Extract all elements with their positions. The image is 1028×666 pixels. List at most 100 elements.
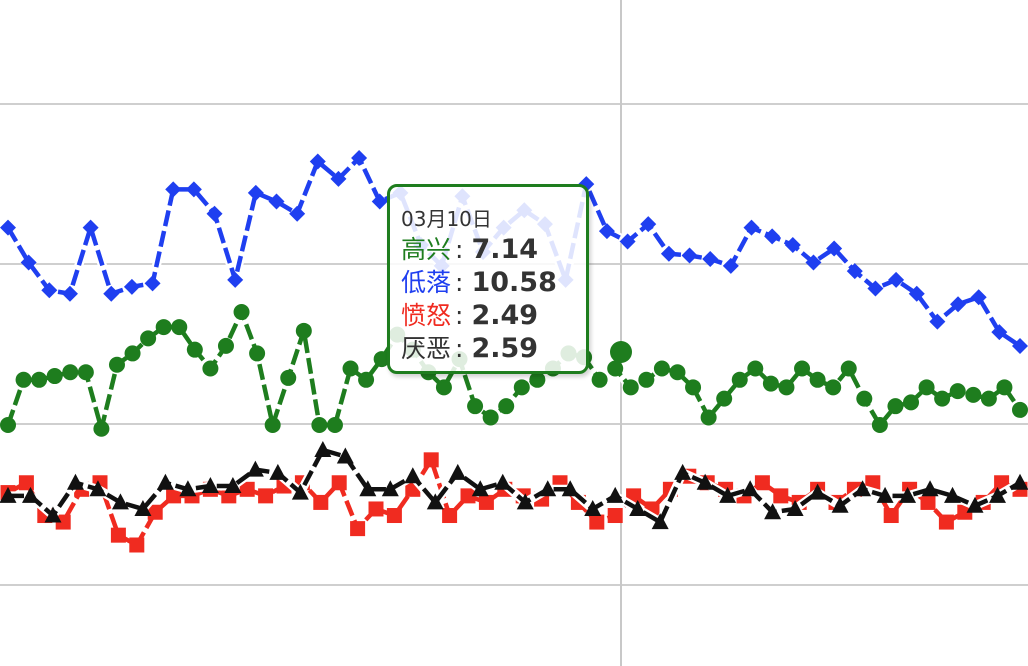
data-point-diamond xyxy=(227,271,244,288)
data-point-square xyxy=(18,475,34,491)
data-point-square xyxy=(313,494,329,510)
data-point-triangle xyxy=(314,441,332,457)
data-point-triangle xyxy=(539,480,557,497)
data-point-triangle xyxy=(336,447,354,464)
data-point-triangle xyxy=(899,486,917,503)
data-point-diamond xyxy=(764,228,781,245)
data-point-circle xyxy=(62,364,79,381)
tooltip-series-name: 愤怒 xyxy=(401,301,452,330)
data-point-circle xyxy=(996,379,1013,396)
data-point-circle xyxy=(140,330,157,347)
data-point-circle xyxy=(903,394,920,411)
data-point-diamond xyxy=(619,233,636,250)
data-point-square xyxy=(258,488,274,504)
data-point-triangle xyxy=(44,506,62,523)
data-point-circle xyxy=(155,319,172,336)
data-point-triangle xyxy=(269,463,287,480)
data-point-square xyxy=(55,514,71,530)
data-point-square xyxy=(478,494,494,510)
series-square xyxy=(0,452,1028,553)
data-point-circle xyxy=(46,368,63,385)
data-point-triangle xyxy=(629,499,647,516)
series-line xyxy=(8,447,1022,525)
data-point-circle xyxy=(358,371,375,388)
data-point-circle xyxy=(31,371,48,388)
data-point-circle xyxy=(93,420,110,437)
data-point-circle xyxy=(622,379,639,396)
tooltip-series-value: 2.59 xyxy=(471,333,539,364)
data-point-triangle xyxy=(381,480,399,497)
highlighted-data-point xyxy=(610,341,632,363)
data-point-diamond xyxy=(702,250,719,267)
data-point-diamond xyxy=(309,153,326,170)
chart-tooltip: 03月10日 高兴:7.14 低落:10.58 愤怒:2.49 厌恶:2.59 xyxy=(387,184,589,374)
data-point-diamond xyxy=(41,282,58,299)
data-point-circle xyxy=(794,360,811,377)
data-point-square xyxy=(607,508,623,524)
data-point-circle xyxy=(762,375,779,392)
data-point-circle xyxy=(653,360,670,377)
data-point-diamond xyxy=(165,181,182,198)
data-point-square xyxy=(239,481,255,497)
data-point-diamond xyxy=(908,285,925,302)
data-point-diamond xyxy=(660,245,677,262)
data-point-triangle xyxy=(21,486,39,503)
data-point-square xyxy=(166,488,182,504)
data-point-square xyxy=(423,452,439,468)
data-point-square xyxy=(442,508,458,524)
data-point-circle xyxy=(171,319,188,336)
data-point-circle xyxy=(638,371,655,388)
data-point-circle xyxy=(233,304,250,320)
data-point-triangle xyxy=(561,480,579,497)
tooltip-series-value: 2.49 xyxy=(471,300,539,331)
data-point-diamond xyxy=(929,313,946,330)
data-point-triangle xyxy=(741,480,759,497)
data-point-diamond xyxy=(330,170,347,187)
data-point-triangle xyxy=(944,486,962,503)
tooltip-series-value: 10.58 xyxy=(471,267,557,298)
data-point-square xyxy=(938,514,954,530)
data-point-square xyxy=(110,527,126,543)
data-point-circle xyxy=(778,379,795,396)
data-point-circle xyxy=(840,360,857,377)
data-point-circle xyxy=(591,371,608,388)
data-point-circle xyxy=(217,337,234,354)
data-point-circle xyxy=(809,371,826,388)
data-point-circle xyxy=(607,360,624,377)
data-point-triangle xyxy=(246,460,264,477)
data-point-circle xyxy=(856,390,873,407)
data-point-diamond xyxy=(61,285,78,302)
data-point-triangle xyxy=(786,499,804,516)
data-point-circle xyxy=(108,356,125,373)
data-point-circle xyxy=(467,398,484,415)
data-point-square xyxy=(129,537,145,553)
data-point-diamond xyxy=(722,257,739,274)
data-point-circle xyxy=(871,417,888,433)
data-point-circle xyxy=(373,351,390,368)
data-point-circle xyxy=(716,390,733,407)
data-point-diamond xyxy=(826,240,843,257)
data-point-triangle xyxy=(989,486,1007,503)
data-point-diamond xyxy=(681,247,698,264)
data-point-square xyxy=(147,504,163,520)
data-point-triangle xyxy=(674,463,692,480)
data-point-diamond xyxy=(103,285,120,302)
data-point-circle xyxy=(15,371,32,388)
data-point-diamond xyxy=(289,205,306,222)
data-point-triangle xyxy=(719,486,737,503)
data-point-triangle xyxy=(291,483,309,500)
tooltip-series-name: 高兴 xyxy=(401,235,452,264)
data-point-circle xyxy=(124,345,141,362)
tooltip-series-name: 厌恶 xyxy=(401,334,452,363)
data-point-circle xyxy=(1012,401,1028,418)
data-point-circle xyxy=(887,398,904,415)
data-point-square xyxy=(350,521,366,537)
data-point-square xyxy=(865,475,881,491)
data-point-circle xyxy=(264,417,281,433)
data-point-square xyxy=(883,508,899,524)
data-point-diamond xyxy=(351,150,368,166)
data-point-triangle xyxy=(494,473,512,490)
data-point-diamond xyxy=(950,296,967,313)
data-point-triangle xyxy=(809,483,827,500)
data-point-circle xyxy=(498,398,515,415)
